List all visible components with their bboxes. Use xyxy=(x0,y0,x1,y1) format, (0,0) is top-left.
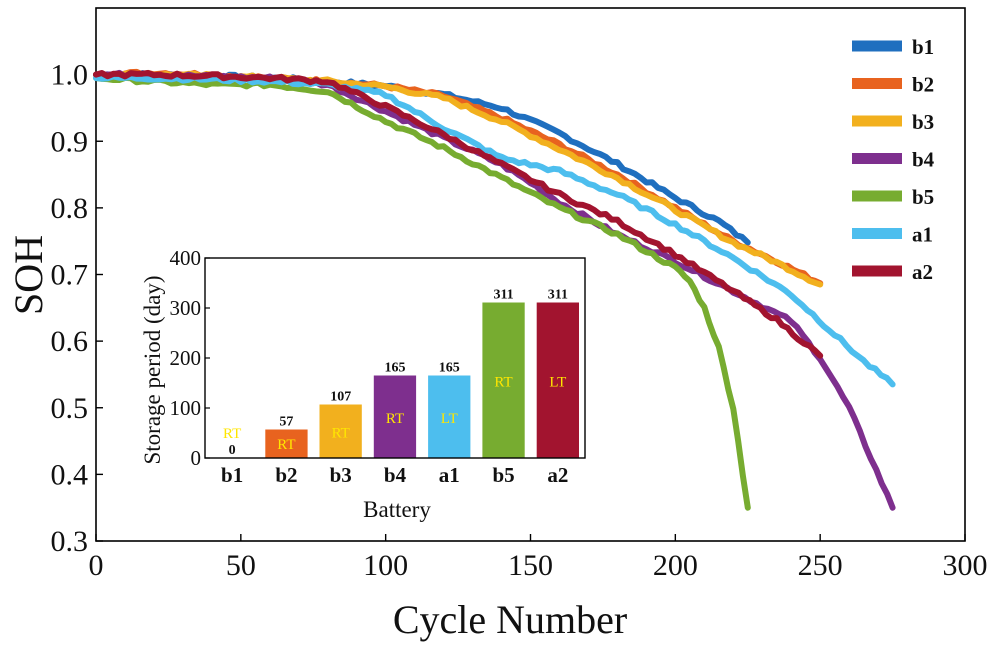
inset-y-tick-label: 200 xyxy=(170,346,202,370)
series-line-a1 xyxy=(93,73,896,388)
bar-tag-label: LT xyxy=(441,411,458,427)
main-series-lines xyxy=(93,68,896,511)
inset-category-label: a2 xyxy=(547,463,568,487)
legend-label-a1: a1 xyxy=(912,223,933,247)
y-tick-label: 1.0 xyxy=(51,59,89,92)
series-line-a2 xyxy=(93,70,824,359)
legend-label-a2: a2 xyxy=(912,260,933,284)
inset-category-label: b5 xyxy=(492,463,514,487)
inset-bar-a1 xyxy=(428,375,471,458)
x-tick-label: 100 xyxy=(363,549,408,582)
inset-bar-b4 xyxy=(373,375,417,458)
bar-value-label: 107 xyxy=(330,390,351,405)
legend-label-b4: b4 xyxy=(912,148,935,172)
y-tick-label: 0.6 xyxy=(51,325,89,358)
bar-value-label: 0 xyxy=(229,443,236,458)
x-axis-title: Cycle Number xyxy=(393,597,627,642)
inset-y-tick-label: 0 xyxy=(191,446,202,470)
inset-category-label: b3 xyxy=(330,463,352,487)
bar-tag-label: RT xyxy=(386,411,404,427)
legend-label-b1: b1 xyxy=(912,35,934,59)
y-tick-label: 0.9 xyxy=(51,125,89,158)
y-axis-title: SOH xyxy=(6,235,51,315)
y-tick-label: 0.7 xyxy=(51,259,89,292)
bar-tag-label: RT xyxy=(223,426,241,442)
inset-bar-b2 xyxy=(265,429,308,458)
inset-bar-b5 xyxy=(482,302,525,458)
x-tick-label: 150 xyxy=(508,549,553,582)
bar-value-label: 311 xyxy=(493,288,513,303)
inset-y-tick-label: 400 xyxy=(170,246,202,270)
series-line-b1 xyxy=(93,70,751,246)
y-tick-label: 0.8 xyxy=(51,192,89,225)
legend: b1 b2 b3 b4 b5 a1 a2 xyxy=(852,35,935,284)
series-line-b3 xyxy=(93,70,824,288)
inset-bar-a2 xyxy=(536,302,579,458)
y-tick-label: 0.4 xyxy=(51,458,89,491)
inset-y-tick-label: 300 xyxy=(170,296,202,320)
x-tick-label: 200 xyxy=(653,549,698,582)
main-axis-ticks: 0 50 100 150 200 250 300 0.3 0.4 0.5 0.6 0.7 0.8 0.9 1… xyxy=(51,59,988,582)
inset-axis-ticks: 0 100 200 300 400 b1 b2 b3 b4 a1 b5 a2 xyxy=(170,246,569,487)
inset-y-axis-title: Storage period (day) xyxy=(140,275,165,464)
bar-tag-label: RT xyxy=(494,374,512,390)
x-tick-label: 50 xyxy=(226,549,256,582)
legend-label-b5: b5 xyxy=(912,185,934,209)
bar-value-label: 57 xyxy=(279,415,293,430)
y-tick-label: 0.5 xyxy=(51,392,89,425)
inset-category-label: b4 xyxy=(384,463,407,487)
x-tick-label: 0 xyxy=(89,549,104,582)
bar-value-label: 165 xyxy=(439,361,460,376)
bar-value-label: 165 xyxy=(385,361,406,376)
bar-tag-label: LT xyxy=(549,374,566,390)
legend-label-b3: b3 xyxy=(912,110,934,134)
x-tick-label: 300 xyxy=(943,549,988,582)
series-line-b5 xyxy=(93,74,751,511)
inset-bar-b3 xyxy=(319,404,362,458)
bar-tag-label: RT xyxy=(277,437,295,453)
inset-category-label: b2 xyxy=(275,463,297,487)
inset-x-axis-title: Battery xyxy=(363,497,431,522)
bar-tag-label: RT xyxy=(332,425,350,441)
legend-label-b2: b2 xyxy=(912,73,934,97)
bar-value-label: 311 xyxy=(548,288,568,303)
inset-category-label: b1 xyxy=(221,463,243,487)
y-tick-label: 0.3 xyxy=(51,525,89,558)
inset-y-tick-label: 100 xyxy=(170,396,202,420)
x-tick-label: 250 xyxy=(798,549,843,582)
inset-category-label: a1 xyxy=(439,463,460,487)
